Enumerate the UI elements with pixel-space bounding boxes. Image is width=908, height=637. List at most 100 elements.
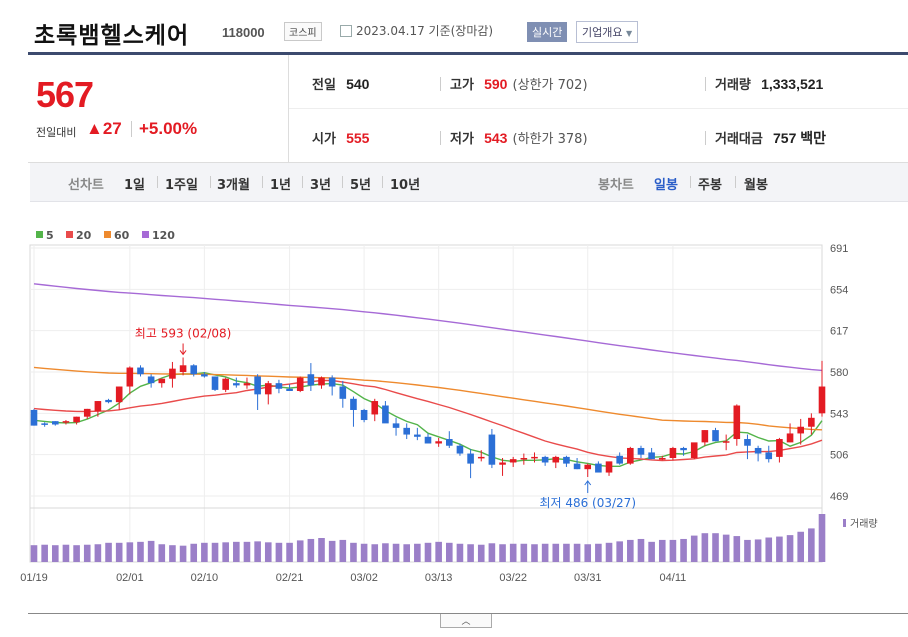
- high-label: 고가: [450, 78, 474, 93]
- legend-label: 60: [114, 229, 130, 242]
- volume-bar: [73, 545, 80, 562]
- calendar-icon: [340, 25, 352, 37]
- candle-body: [83, 408, 91, 417]
- ma-line-60: [33, 366, 823, 431]
- volume-bar: [616, 541, 623, 562]
- realtime-button[interactable]: 실시간: [527, 22, 568, 42]
- period-5y[interactable]: 5년: [350, 178, 372, 193]
- volume-bar: [414, 543, 421, 562]
- candle-weekly[interactable]: 주봉: [698, 178, 722, 193]
- y-tick-label: 506: [830, 450, 848, 462]
- candle-body: [414, 434, 421, 437]
- x-tick-label: 03/31: [574, 572, 602, 584]
- candle-body: [499, 462, 506, 465]
- change-separator: [131, 121, 132, 137]
- chevron-up-icon: ︿: [461, 617, 471, 627]
- open-price: 시가 555: [312, 128, 369, 147]
- volume-bar: [243, 541, 251, 562]
- candle-body: [211, 376, 219, 390]
- volume-bar: [62, 544, 70, 562]
- candle-body: [275, 383, 283, 389]
- candle-body: [51, 421, 59, 425]
- y-tick-label: 654: [830, 284, 848, 296]
- high-value: 590: [484, 76, 508, 92]
- low-price: 저가 543 (하한가 378): [450, 128, 588, 147]
- candle-body: [658, 458, 666, 460]
- period-10y[interactable]: 10년: [390, 178, 421, 193]
- separator: [262, 176, 263, 188]
- date-text: 2023.04.17: [356, 24, 425, 38]
- period-1y[interactable]: 1년: [270, 178, 292, 193]
- volume-bar: [328, 540, 336, 562]
- volume-bar: [573, 543, 581, 562]
- volume-bar: [94, 544, 102, 562]
- trade-amount: 거래대금 757 백만: [715, 128, 826, 148]
- period-bar: [30, 163, 908, 202]
- company-overview-button[interactable]: 기업개요 ▼: [576, 21, 639, 43]
- separator: [382, 176, 383, 188]
- volume-bar: [477, 544, 485, 562]
- volume-bar: [754, 539, 762, 562]
- volume-bar: [51, 545, 59, 562]
- volume-bar: [233, 541, 240, 562]
- volume-bar: [211, 542, 219, 562]
- candle-body: [105, 399, 112, 403]
- y-tick-label: 543: [830, 408, 848, 420]
- candle-body: [137, 367, 144, 375]
- volume-bar: [30, 545, 38, 562]
- x-tick-label: 01/19: [20, 572, 48, 584]
- x-tick-label: 03/13: [425, 572, 453, 584]
- candle-body: [169, 368, 176, 379]
- candle-daily[interactable]: 일봉: [654, 178, 678, 193]
- period-3y[interactable]: 3년: [310, 178, 332, 193]
- candle-body: [531, 456, 538, 459]
- high-annotation: 최고 593 (02/08): [135, 326, 232, 340]
- separator: [342, 176, 343, 188]
- volume-label: 거래량: [715, 78, 751, 93]
- period-3m[interactable]: 3개월: [217, 178, 250, 193]
- volume-bar: [360, 543, 368, 562]
- candle-body: [233, 383, 240, 386]
- upper-limit: (상한가 702): [512, 78, 588, 93]
- y-tick-label: 691: [830, 243, 848, 255]
- x-tick-label: 03/22: [499, 572, 527, 584]
- volume-bar: [595, 543, 602, 562]
- high-price: 고가 590 (상한가 702): [450, 74, 588, 93]
- open-value: 555: [346, 130, 370, 146]
- summary-box: [28, 55, 908, 163]
- volume-bar: [786, 535, 794, 562]
- ma-line-20: [33, 379, 823, 462]
- candlestick-chart[interactable]: 691 654 617 580 543 506 469 01/19 02/01 02/10 02/2…: [0, 202, 908, 637]
- candle-body: [254, 376, 261, 395]
- volume-bar: [722, 534, 730, 562]
- separator: [210, 176, 211, 188]
- period-1w[interactable]: 1주일: [165, 178, 198, 193]
- volume-bar: [382, 543, 389, 562]
- company-overview-label: 기업개요: [582, 26, 623, 39]
- candle-body: [126, 367, 134, 387]
- candle-body: [701, 430, 709, 443]
- volume-bar: [392, 543, 400, 562]
- candle-body: [563, 456, 570, 464]
- candle-body: [30, 409, 38, 426]
- prev-close: 전일 540: [312, 74, 369, 93]
- period-1d[interactable]: 1일: [124, 178, 146, 193]
- volume-bar: [190, 543, 198, 562]
- basis-text: 기준(장마감): [428, 24, 494, 38]
- candle-body: [403, 427, 411, 435]
- collapse-toggle-button[interactable]: ︿: [440, 614, 492, 628]
- candle-body: [733, 405, 741, 440]
- volume-bar: [488, 543, 496, 562]
- volume-bar: [179, 545, 187, 562]
- volume-bar: [744, 539, 751, 562]
- low-arrow-head: [584, 480, 592, 486]
- volume-bar: [350, 542, 357, 562]
- line-chart-label: 선차트: [68, 178, 104, 193]
- y-tick-label: 580: [830, 367, 848, 379]
- candle-monthly[interactable]: 월봉: [744, 178, 768, 193]
- volume-bar: [637, 538, 645, 562]
- volume-bar: [445, 542, 453, 562]
- candle-body: [509, 459, 517, 463]
- header-divider: [28, 52, 908, 55]
- candle-body: [722, 441, 730, 443]
